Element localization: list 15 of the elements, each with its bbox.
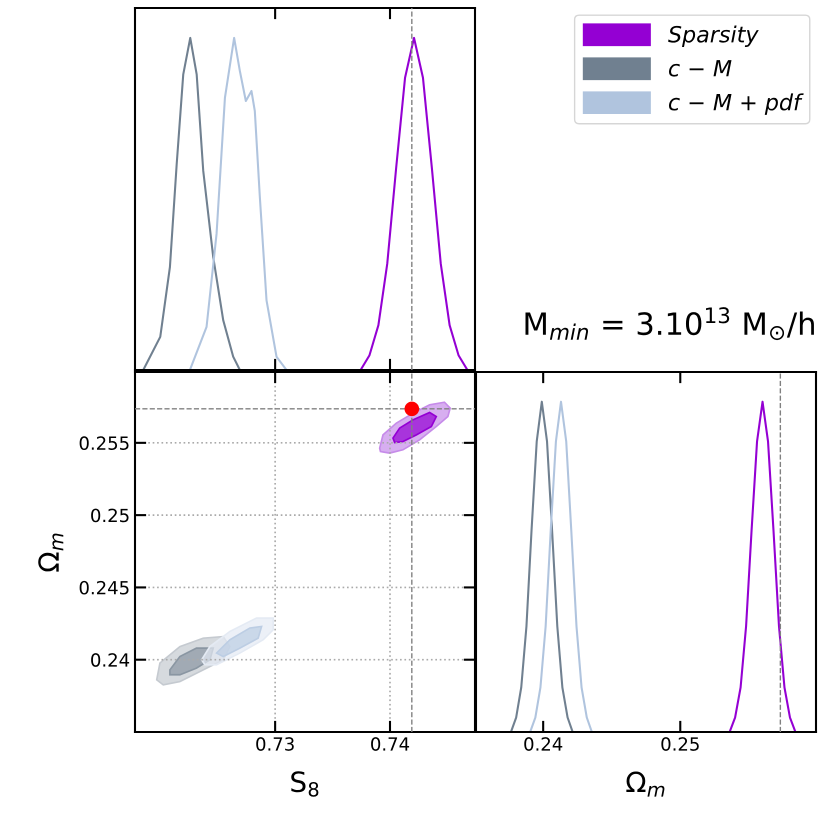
x-tick-label: 0.73 [256,737,294,751]
y-axis-title: Ω$_{m}$ [38,534,64,572]
text: M$_{min}$ = 3.10$^{13}$ M$_{⊙}$/h [526,307,814,340]
x-axis-title: S$_{8}$ [291,771,318,797]
x-tick-label: 0.24 [524,737,562,751]
y-tick-label: 0.255 [80,436,129,450]
legend-label: c − M + pdf [668,93,804,115]
x-tick-label: 0.25 [661,737,699,751]
legend-label: c − M [668,60,732,77]
y-tick-label: 0.24 [91,653,130,667]
x-axis-title: Ω$_{m}$ [626,772,664,797]
legend-label: Sparsity [668,25,759,47]
y-tick-label: 0.245 [80,580,129,595]
x-tick-label: 0.74 [371,737,410,751]
y-tick-label: 0.25 [91,508,129,522]
